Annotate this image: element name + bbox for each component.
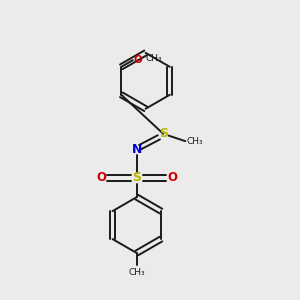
Text: O: O xyxy=(167,172,177,184)
Text: S: S xyxy=(159,127,168,140)
Text: CH₃: CH₃ xyxy=(145,54,162,63)
Text: S: S xyxy=(132,172,141,184)
Text: CH₃: CH₃ xyxy=(187,137,203,146)
Text: CH₃: CH₃ xyxy=(128,268,145,277)
Text: N: N xyxy=(132,143,142,157)
Text: O: O xyxy=(134,55,142,65)
Text: O: O xyxy=(96,172,106,184)
